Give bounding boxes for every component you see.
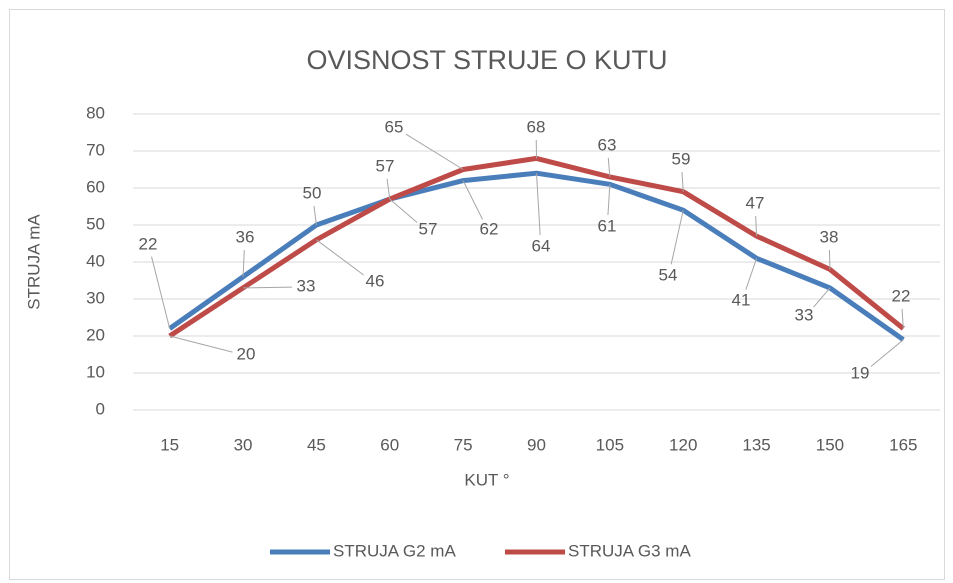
x-tick-label: 75 xyxy=(454,435,473,454)
leader-line xyxy=(755,215,758,237)
data-label: 57 xyxy=(419,219,438,238)
leader-line xyxy=(243,286,293,289)
data-label: 59 xyxy=(672,149,691,168)
x-axis-label: KUT ° xyxy=(464,470,509,489)
data-label: 61 xyxy=(598,216,617,235)
leader-line xyxy=(389,198,418,223)
leader-line xyxy=(151,256,171,329)
data-label: 38 xyxy=(820,227,839,246)
leader-line xyxy=(681,171,684,192)
data-label: 47 xyxy=(746,193,765,212)
x-tick-label: 60 xyxy=(380,435,399,454)
leader-line xyxy=(386,178,391,200)
leader-line xyxy=(313,205,317,226)
x-tick-label: 90 xyxy=(527,435,546,454)
data-label: 20 xyxy=(237,344,256,363)
data-label: 33 xyxy=(297,276,316,295)
data-label: 57 xyxy=(376,156,395,175)
y-tick-label: 20 xyxy=(86,325,105,344)
leader-line xyxy=(607,184,611,216)
x-tick-label: 150 xyxy=(816,435,844,454)
data-label: 64 xyxy=(532,236,551,255)
leader-line xyxy=(870,339,904,367)
data-label: 65 xyxy=(385,117,404,136)
data-label: 41 xyxy=(732,290,751,309)
y-tick-label: 70 xyxy=(86,140,105,159)
leader-line xyxy=(405,133,464,170)
leader-line xyxy=(242,249,245,277)
x-tick-label: 165 xyxy=(889,435,917,454)
x-tick-label: 30 xyxy=(234,435,253,454)
y-axis-label: STRUJA mA xyxy=(24,214,43,310)
y-tick-label: 10 xyxy=(86,362,105,381)
x-tick-label: 120 xyxy=(669,435,697,454)
x-tick-label: 15 xyxy=(160,435,179,454)
leader-line xyxy=(901,308,904,329)
data-label: 68 xyxy=(527,117,546,136)
x-tick-label: 45 xyxy=(307,435,326,454)
legend-label: STRUJA G2 mA xyxy=(333,541,456,560)
data-label: 22 xyxy=(892,286,911,305)
y-tick-label: 0 xyxy=(96,399,105,418)
leader-line xyxy=(670,210,684,265)
y-tick-label: 80 xyxy=(86,103,105,122)
data-label: 63 xyxy=(598,135,617,154)
leader-line xyxy=(316,239,364,276)
leader-line xyxy=(813,287,831,308)
leader-line xyxy=(828,249,831,270)
data-label: 50 xyxy=(303,183,322,202)
y-tick-label: 30 xyxy=(86,288,105,307)
leader-line xyxy=(536,173,541,236)
leader-line xyxy=(745,258,758,290)
x-tick-label: 105 xyxy=(596,435,624,454)
x-tick-label: 135 xyxy=(742,435,770,454)
data-label: 54 xyxy=(659,265,678,284)
legend-label: STRUJA G3 mA xyxy=(568,541,691,560)
data-label: 33 xyxy=(795,305,814,324)
leader-line xyxy=(462,180,483,220)
y-tick-label: 60 xyxy=(86,177,105,196)
data-label: 62 xyxy=(480,219,499,238)
chart-title: OVISNOST STRUJE O KUTU xyxy=(306,45,667,75)
data-label: 46 xyxy=(366,271,385,290)
data-label: 19 xyxy=(851,363,870,382)
y-tick-label: 50 xyxy=(86,214,105,233)
data-label: 22 xyxy=(139,234,158,253)
chart-border xyxy=(9,9,945,580)
leader-line xyxy=(169,335,233,353)
data-label: 36 xyxy=(236,227,255,246)
y-tick-label: 40 xyxy=(86,251,105,270)
leader-line xyxy=(607,157,611,177)
